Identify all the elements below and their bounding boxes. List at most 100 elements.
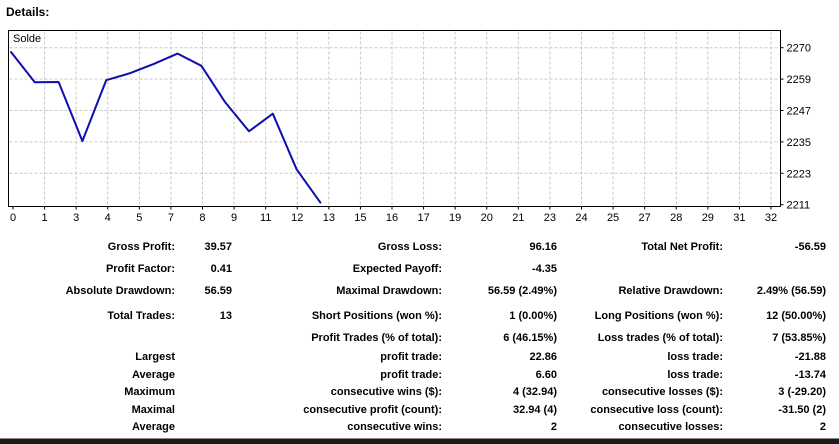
y-axis-tick-label: 2247 — [787, 106, 811, 118]
stat-value: 96.16 — [529, 241, 557, 253]
x-axis-tick-label: 11 — [260, 212, 271, 224]
x-axis-tick-label: 12 — [291, 212, 303, 224]
stat-value: 2 — [819, 421, 826, 434]
stat-label: consecutive losses: — [618, 421, 723, 434]
stat-value: -56.59 — [794, 241, 826, 253]
stat-value — [175, 327, 232, 349]
x-axis-tick-label: 17 — [417, 212, 429, 224]
stat-label: Loss trades (% of total): — [597, 332, 723, 344]
report-statistics-table: Gross Profit: 39.57 Gross Loss: 96.16 Total … — [0, 236, 832, 437]
y-axis-tick-label: 2259 — [787, 74, 811, 86]
stat-label: profit trade: — [380, 351, 442, 363]
x-axis-tick-label: 0 — [10, 212, 16, 224]
bottom-panel-edge — [0, 438, 839, 444]
stat-label: Maximal — [131, 403, 175, 416]
stat-row: Gross Profit: 39.57 Gross Loss: 96.16 Total … — [0, 236, 832, 258]
x-axis-tick-label: 3 — [73, 212, 79, 224]
stat-label: consecutive wins: — [347, 421, 442, 434]
x-axis-tick-label: 13 — [323, 212, 335, 224]
stat-value: 6.60 — [535, 368, 557, 381]
stat-value — [175, 349, 232, 367]
stat-value: 2.49% (56.59) — [756, 285, 826, 297]
stat-label: Profit Trades (% of total): — [311, 332, 442, 344]
x-axis-tick-label: 4 — [105, 212, 111, 224]
stat-value — [175, 402, 232, 420]
x-axis-tick-label: 29 — [702, 212, 714, 224]
x-axis-tick-label: 8 — [199, 212, 205, 224]
stat-label: Relative Drawdown: — [618, 285, 723, 297]
x-axis-tick-label: 28 — [670, 212, 682, 224]
stat-row: Total Trades: 13 Short Positions (won %): 1… — [0, 305, 832, 327]
x-axis-tick-label: 23 — [544, 212, 556, 224]
y-axis-tick-label: 2270 — [787, 43, 811, 55]
stat-label: loss trade: — [667, 368, 723, 381]
stat-value: 12 (50.00%) — [766, 310, 826, 322]
stat-row: Maximum consecutive wins ($): 4 (32.94) con… — [0, 384, 832, 402]
x-axis-tick-label: 32 — [765, 212, 777, 224]
stat-label: Largest — [135, 351, 175, 363]
chart-legend: Solde — [13, 33, 41, 45]
stat-label — [557, 258, 723, 280]
stat-value: 7 (53.85%) — [772, 332, 826, 344]
plot-border — [8, 30, 781, 207]
x-axis-tick-label: 16 — [386, 212, 398, 224]
stat-label: Absolute Drawdown: — [65, 285, 175, 297]
stat-label: consecutive profit (count): — [303, 403, 442, 416]
stat-value: 2 — [550, 421, 557, 434]
stat-label: consecutive loss (count): — [590, 403, 723, 416]
stat-label: Average — [131, 368, 175, 381]
stat-value: -4.35 — [531, 263, 557, 275]
stat-label: Maximal Drawdown: — [336, 285, 442, 297]
stat-value: 0.41 — [210, 263, 232, 275]
stat-value: -21.88 — [794, 351, 826, 363]
y-axis-tick-label: 2211 — [787, 200, 811, 212]
stat-label: consecutive losses ($): — [601, 386, 723, 399]
x-axis-tick-label: 27 — [639, 212, 651, 224]
stat-label: Maximum — [124, 386, 175, 399]
stat-value: 56.59 — [204, 285, 232, 297]
x-axis-tick-label: 9 — [231, 212, 237, 224]
stat-row: Average profit trade: 6.60 loss trade: -13.7… — [0, 367, 832, 385]
stat-label: Long Positions (won %): — [594, 310, 723, 322]
stat-label: consecutive wins ($): — [330, 386, 442, 399]
stat-label: Gross Profit: — [107, 241, 175, 253]
y-axis-tick-label: 2223 — [787, 168, 811, 180]
stat-label: Expected Payoff: — [352, 263, 442, 275]
stat-row: Profit Trades (% of total): 6 (46.15%) Los… — [0, 327, 832, 349]
stat-value: -31.50 (2) — [778, 403, 826, 416]
x-axis-tick-label: 5 — [136, 212, 142, 224]
balance-chart: 0 1 3 4 5 7 8 9 11 12 13 15 16 17 19 20 21 23 24 25 27 28 29 31… — [8, 30, 811, 224]
x-axis-tick-label: 7 — [168, 212, 174, 224]
stat-label: Profit Factor: — [105, 263, 175, 275]
stat-value — [723, 258, 826, 280]
axis-ticks — [12, 47, 784, 210]
stat-value: 3 (-29.20) — [778, 386, 826, 399]
stat-value: 13 — [219, 310, 232, 322]
stat-value: -13.74 — [794, 368, 826, 381]
x-axis-tick-label: 1 — [42, 212, 48, 224]
x-axis-tick-label: 31 — [733, 212, 745, 224]
balance-line — [10, 51, 322, 204]
stat-row: Profit Factor: 0.41 Expected Payoff: -4.35 — [0, 258, 832, 280]
stat-label: loss trade: — [667, 351, 723, 363]
stat-label — [0, 327, 175, 349]
stat-value: 56.59 (2.49%) — [487, 285, 557, 297]
stat-value: 4 (32.94) — [512, 386, 557, 399]
x-axis-tick-label: 15 — [354, 212, 366, 224]
stat-label: Total Trades: — [107, 310, 175, 322]
stat-row: Maximal consecutive profit (count): 32.94 … — [0, 402, 832, 420]
stat-label: Short Positions (won %): — [311, 310, 442, 322]
x-axis-tick-label: 24 — [575, 212, 587, 224]
stat-value: 22.86 — [529, 351, 557, 363]
x-axis-tick-label: 20 — [481, 212, 493, 224]
stat-label: Average — [131, 421, 175, 434]
details-heading: Details: — [6, 5, 50, 19]
grid-lines — [9, 31, 780, 206]
stat-value — [175, 419, 232, 437]
stat-value: 32.94 (4) — [512, 403, 557, 416]
stat-value: 6 (46.15%) — [503, 332, 557, 344]
x-axis-tick-label: 21 — [512, 212, 524, 224]
stat-row: Absolute Drawdown: 56.59 Maximal Drawdown:… — [0, 280, 832, 302]
stat-value — [175, 367, 232, 385]
